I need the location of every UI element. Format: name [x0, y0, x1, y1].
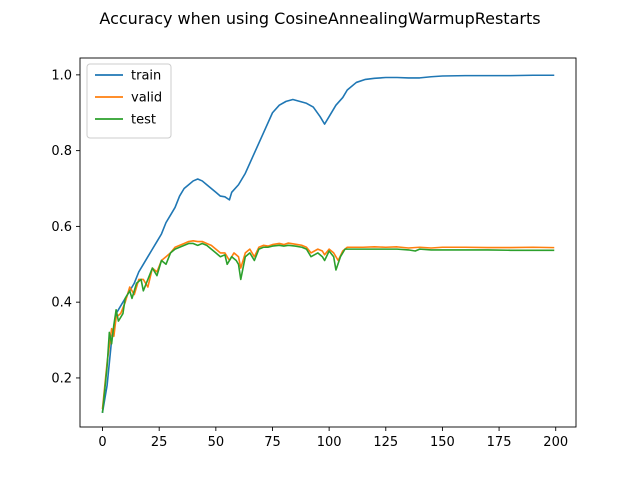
legend-label-valid: valid [131, 91, 162, 106]
y-tick-label: 0.8 [51, 144, 72, 159]
series-line-valid [101, 240, 555, 410]
x-tick-label: 175 [487, 435, 512, 450]
x-tick-label: 100 [317, 435, 342, 450]
y-tick-label: 0.2 [51, 371, 72, 386]
legend-label-train: train [131, 69, 161, 84]
chart-title: Accuracy when using CosineAnnealingWarmu… [99, 9, 540, 28]
x-tick-label: 75 [264, 435, 281, 450]
x-tick-label: 50 [208, 435, 225, 450]
axes: 0 25 50 75 100 125 150 175 200 0.2 0.4 0.6 0.8 1.0 [51, 57, 577, 450]
y-tick-label: 1.0 [51, 68, 72, 83]
x-tick-label: 125 [373, 435, 398, 450]
legend: train valid test [86, 63, 172, 139]
plot-frame [79, 57, 577, 428]
series-lines [101, 74, 555, 413]
x-tick-label: 0 [98, 435, 106, 450]
series-line-train [101, 74, 555, 413]
legend-label-test: test [131, 113, 156, 128]
x-tick-label: 25 [151, 435, 168, 450]
y-tick-label: 0.6 [51, 220, 72, 235]
series-line-test [101, 242, 555, 413]
x-tick-label: 150 [430, 435, 455, 450]
x-tick-label: 200 [543, 435, 568, 450]
y-tick-label: 0.4 [51, 296, 72, 311]
